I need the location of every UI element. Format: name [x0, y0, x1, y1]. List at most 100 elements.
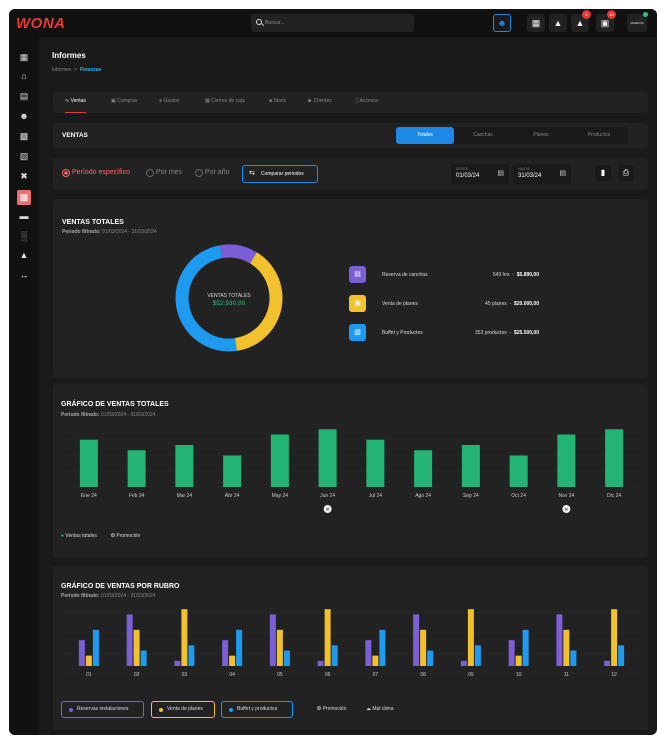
bar-buffet-y-productos-12[interactable]: [618, 645, 625, 666]
segment-totales[interactable]: Totales: [396, 127, 454, 144]
sidebar-tools-icon[interactable]: ✖: [20, 171, 28, 181]
bell-icon: ▲: [575, 18, 585, 28]
avatar[interactable]: MARKOS: [627, 12, 648, 32]
bar-ventas-jun-24[interactable]: [318, 429, 337, 487]
graduation-button[interactable]: ▲: [549, 14, 567, 32]
bar-reservas-instalaciones-04[interactable]: [222, 640, 229, 666]
donut-slice-3[interactable]: [175, 244, 284, 353]
bar-buffet-y-productos-02[interactable]: [140, 650, 147, 667]
bar-reservas-instalaciones-10[interactable]: [508, 640, 515, 666]
bar-ventas-feb-24[interactable]: [127, 450, 146, 487]
bar-reservas-instalaciones-12[interactable]: [604, 660, 611, 666]
promo-icon[interactable]: [323, 505, 332, 513]
tab-cierres-de-caja[interactable]: ▩ Cierres de caja: [205, 98, 245, 104]
bar-buffet-y-productos-07[interactable]: [379, 629, 386, 666]
add-user-button[interactable]: ☻: [493, 14, 511, 32]
bar-buffet-y-productos-10[interactable]: [522, 629, 529, 666]
sidebar-building-icon[interactable]: ▩: [19, 131, 29, 141]
bar-ventas-abr-24[interactable]: [223, 455, 242, 488]
legend-reservas-instalaciones[interactable]: Reservas instalaciones: [61, 701, 144, 718]
bar-venta-de-planes-06[interactable]: [324, 609, 331, 666]
compare-periods-button[interactable]: ⇆ Comparar periodos: [242, 165, 318, 183]
bar-venta-de-planes-05[interactable]: [276, 629, 283, 666]
bar-buffet-y-productos-06[interactable]: [331, 645, 338, 666]
bar-buffet-y-productos-08[interactable]: [427, 650, 434, 667]
bar-ventas-dic-24[interactable]: [605, 429, 624, 487]
bar-reservas-instalaciones-03[interactable]: [174, 660, 181, 666]
sidebar-home-icon[interactable]: ⌂: [21, 71, 27, 81]
donut-slice-2[interactable]: [175, 244, 284, 353]
sidebar-gate-icon[interactable]: ░: [20, 231, 28, 241]
bar-buffet-y-productos-05[interactable]: [283, 650, 290, 667]
bar-buffet-y-productos-11[interactable]: [570, 650, 577, 667]
search-input[interactable]: Buscar...: [251, 14, 414, 32]
page-title: Informes: [52, 51, 86, 60]
sidebar-reports-icon[interactable]: ▩: [17, 190, 31, 205]
legend-buffet-productos[interactable]: Buffet y productos: [221, 701, 293, 718]
notifications-button[interactable]: ▲ 3: [571, 10, 591, 32]
x-tick-label: Jun 24: [320, 493, 335, 499]
bar-reservas-instalaciones-07[interactable]: [365, 640, 372, 666]
tab-ventas[interactable]: ∿ Ventas: [65, 98, 86, 113]
breadcrumb-root[interactable]: Informes: [52, 67, 72, 73]
bar-buffet-y-productos-01[interactable]: [92, 629, 99, 666]
tab-gastos[interactable]: ● Gastos: [159, 98, 180, 104]
date-to-field[interactable]: HASTA 31/03/24 ▤: [513, 164, 571, 184]
bar-venta-de-planes-03[interactable]: [181, 609, 188, 666]
bar-reservas-instalaciones-11[interactable]: [556, 614, 563, 666]
bar-venta-de-planes-08[interactable]: [420, 629, 427, 666]
bar-ventas-may-24[interactable]: [270, 434, 289, 488]
bar-ventas-mar-24[interactable]: [175, 445, 194, 487]
segment-productos[interactable]: Productos: [587, 132, 611, 138]
bar-buffet-y-productos-09[interactable]: [474, 645, 481, 666]
bar-ventas-ago-24[interactable]: [414, 450, 433, 487]
sidebar-exchange-icon[interactable]: ↔: [19, 270, 29, 280]
bar-venta-de-planes-01[interactable]: [85, 655, 92, 666]
bar-reservas-instalaciones-02[interactable]: [126, 614, 133, 666]
tab-clientes[interactable]: ☻ Clientes: [307, 98, 332, 104]
sidebar-card-icon[interactable]: ▬: [19, 211, 29, 221]
bar-venta-de-planes-04[interactable]: [229, 655, 236, 666]
legend-venta-planes[interactable]: Venta de planes: [151, 701, 215, 718]
bar-venta-de-planes-02[interactable]: [133, 629, 140, 666]
bar-venta-de-planes-12[interactable]: [611, 609, 618, 666]
wona-logo[interactable]: WONA: [16, 15, 66, 32]
bar-reservas-instalaciones-08[interactable]: [413, 614, 420, 666]
x-tick-label: 06: [325, 672, 331, 678]
export-button[interactable]: ▮: [595, 165, 611, 181]
bar-reservas-instalaciones-01[interactable]: [78, 640, 85, 666]
bar-reservas-instalaciones-06[interactable]: [317, 660, 324, 666]
radio-por-anio[interactable]: Por año: [195, 169, 230, 177]
bar-venta-de-planes-09[interactable]: [467, 609, 474, 666]
sidebar-graduation-icon[interactable]: ▲: [19, 250, 29, 260]
segment-canchas[interactable]: Canchas: [473, 132, 493, 138]
bar-reservas-instalaciones-05[interactable]: [269, 614, 276, 666]
date-from-field[interactable]: DESDE 01/03/24 ▤: [451, 164, 509, 184]
bar-venta-de-planes-10[interactable]: [515, 655, 522, 666]
bar-venta-de-planes-11[interactable]: [563, 629, 570, 666]
segment-planes[interactable]: Planes: [533, 132, 549, 138]
radio-periodo-especifico[interactable]: Período específico: [62, 169, 130, 177]
bar-ventas-sep-24[interactable]: [461, 445, 480, 487]
bar-buffet-y-productos-04[interactable]: [236, 629, 243, 666]
sidebar-users-icon[interactable]: ☻: [19, 111, 29, 121]
radio-por-mes[interactable]: Por mes: [146, 169, 182, 177]
id-card-button[interactable]: ▣ 10: [596, 10, 616, 32]
tab-compras[interactable]: ▣ Compras: [111, 98, 138, 104]
sidebar-dashboard-icon[interactable]: ▦: [19, 52, 29, 62]
x-tick-label: 11: [564, 672, 569, 678]
bar-ventas-ene-24[interactable]: [79, 439, 98, 487]
promo-icon[interactable]: [562, 505, 571, 513]
tab-stock[interactable]: ■ Stock: [269, 98, 286, 104]
bar-buffet-y-productos-03[interactable]: [188, 645, 195, 666]
print-button[interactable]: ⎙: [618, 165, 634, 181]
calendar-button[interactable]: ▦: [527, 14, 545, 32]
bar-ventas-oct-24[interactable]: [509, 455, 528, 488]
bar-ventas-nov-24[interactable]: [557, 434, 576, 488]
bar-venta-de-planes-07[interactable]: [372, 655, 379, 666]
bar-ventas-jul-24[interactable]: [366, 439, 385, 487]
sidebar-store-icon[interactable]: ▧: [19, 151, 29, 161]
tab-accesos[interactable]: ░ Accesos: [355, 98, 379, 104]
bar-reservas-instalaciones-09[interactable]: [460, 660, 467, 666]
sidebar-calendar-icon[interactable]: ▤: [19, 91, 29, 101]
